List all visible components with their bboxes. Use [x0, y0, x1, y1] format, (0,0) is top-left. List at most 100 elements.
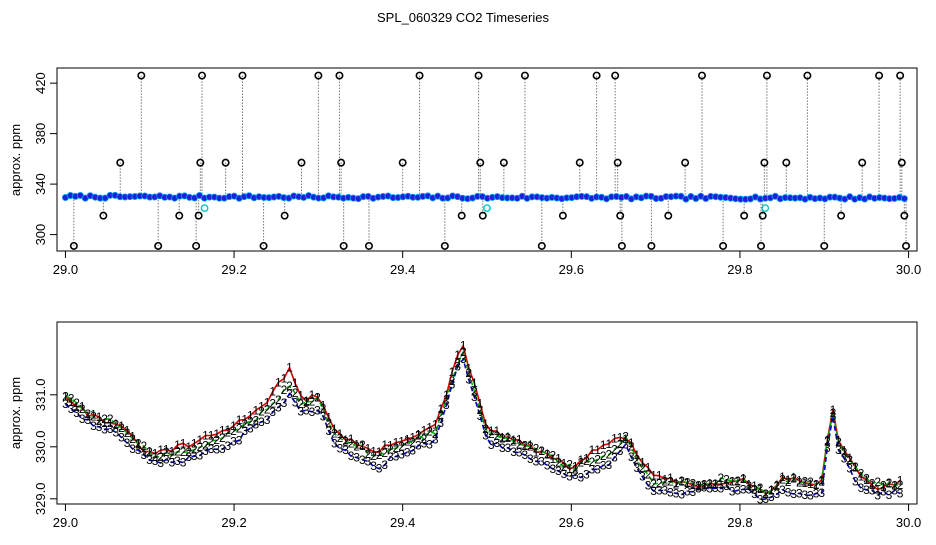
- bottom-series-1-mark: 1: [746, 478, 753, 492]
- bottom-series-2-mark: 2: [852, 460, 859, 474]
- bottom-series-2-mark: 2: [746, 479, 753, 493]
- bottom-series-2-mark: 2: [101, 412, 108, 426]
- bottom-series-2-mark: 2: [611, 442, 618, 456]
- bottom-series-2-mark: 2: [73, 396, 80, 410]
- top-outlier-point: [154, 241, 163, 250]
- bottom-series-2-mark: 2: [337, 431, 344, 445]
- top-panel-frame: [56, 67, 918, 252]
- top-x-tick-label: 29.4: [390, 262, 415, 277]
- bottom-series-3-mark: 3: [645, 478, 652, 492]
- bottom-series-3-mark: 3: [729, 485, 736, 499]
- bottom-series-2-mark: 2: [225, 426, 232, 440]
- bottom-series-1-mark: 1: [370, 445, 377, 459]
- bottom-series-1-mark: 1: [690, 478, 697, 492]
- top-x-tick-label: 30.0: [896, 262, 921, 277]
- bottom-series-1-mark: 1: [471, 376, 478, 390]
- bottom-series-3-mark: 3: [779, 483, 786, 497]
- bottom-series-3-mark: 3: [107, 422, 114, 436]
- bottom-series-1-mark: 1: [785, 473, 792, 487]
- top-outlier-point: [335, 71, 344, 80]
- bottom-series-2-mark: 2: [891, 478, 898, 492]
- bottom-series-3-mark: 3: [533, 454, 540, 468]
- bottom-series-1-mark: 1: [572, 459, 579, 473]
- bottom-series-1-mark: 1: [628, 436, 635, 450]
- bottom-series-3-mark: 3: [101, 423, 108, 437]
- bottom-series-1-mark: 1: [852, 460, 859, 474]
- bottom-series-3-mark: 3: [813, 487, 820, 501]
- bottom-panel-frame: [56, 321, 918, 505]
- bottom-series-2-mark: 2: [465, 366, 472, 380]
- bottom-series-1-mark: 1: [432, 418, 439, 432]
- bottom-series-1-mark: 1: [622, 432, 629, 446]
- bottom-series-2-mark: 2: [622, 430, 629, 444]
- bottom-series-2-mark: 2: [348, 436, 355, 450]
- top-outlier-point: [537, 241, 546, 250]
- bottom-series-1-mark: 1: [314, 390, 321, 404]
- top-outlier-point: [897, 158, 906, 167]
- bottom-series-1-mark: 1: [96, 410, 103, 424]
- bottom-series-2-mark: 2: [370, 449, 377, 463]
- bottom-series-1-mark: 1: [544, 447, 551, 461]
- top-x-tick-label: 29.8: [727, 262, 752, 277]
- bottom-series-3-mark: 3: [482, 428, 489, 442]
- bottom-series-3-mark: 3: [807, 488, 814, 502]
- bottom-series-3-mark: 3: [421, 436, 428, 450]
- bottom-series-3-mark: 3: [667, 485, 674, 499]
- bottom-series-1-mark: 1: [650, 468, 657, 482]
- top-outlier-point: [192, 241, 201, 250]
- bottom-series-3-mark: 3: [219, 442, 226, 456]
- bottom-series-1-mark: 1: [527, 438, 534, 452]
- bottom-series-1-mark: 1: [381, 438, 388, 452]
- bottom-series-2-mark: 2: [477, 403, 484, 417]
- bottom-series-2-mark: 2: [516, 437, 523, 451]
- bottom-series-1-mark: 1: [874, 483, 881, 497]
- top-outlier-point: [820, 241, 829, 250]
- bottom-series-1-mark: 1: [863, 473, 870, 487]
- bottom-series-3-mark: 3: [611, 450, 618, 464]
- bottom-series-2-mark: 2: [359, 438, 366, 452]
- bottom-series-2-mark: 2: [353, 439, 360, 453]
- top-outlier-point: [592, 71, 601, 80]
- bottom-series-1-mark: 1: [342, 433, 349, 447]
- bottom-series-3-mark: 3: [880, 485, 887, 499]
- top-outlier-point: [314, 71, 323, 80]
- bottom-series-3-mark: 3: [589, 463, 596, 477]
- bottom-series-1-mark: 1: [303, 394, 310, 408]
- bottom-series-1-mark: 1: [510, 433, 517, 447]
- bottom-series-3-mark: 3: [477, 409, 484, 423]
- bottom-series-2-mark: 2: [673, 477, 680, 491]
- top-outlier-point: [440, 241, 449, 250]
- bottom-series-1-mark: 1: [269, 385, 276, 399]
- bottom-series-3-mark: 3: [510, 445, 517, 459]
- bottom-series-3-mark: 3: [337, 442, 344, 456]
- bottom-series-2-mark: 2: [600, 449, 607, 463]
- bottom-series-3-mark: 3: [191, 449, 198, 463]
- bottom-series-1-mark: 1: [488, 424, 495, 438]
- top-outlier-point: [900, 211, 909, 220]
- bottom-series-1-mark: 1: [583, 451, 590, 465]
- bottom-series-2-mark: 2: [421, 432, 428, 446]
- bottom-series-3-mark: 3: [146, 453, 153, 467]
- bottom-series-2-mark: 2: [79, 402, 86, 416]
- bottom-series-2-mark: 2: [751, 483, 758, 497]
- bottom-series-2-mark: 2: [141, 439, 148, 453]
- bottom-series-1-mark: 1: [549, 452, 556, 466]
- bottom-series-3-mark: 3: [555, 464, 562, 478]
- bottom-series-3-mark: 3: [790, 487, 797, 501]
- bottom-series-1-mark: 1: [421, 424, 428, 438]
- bottom-series-1-mark: 1: [757, 482, 764, 496]
- top-outlier-point: [902, 241, 911, 250]
- bottom-series-1-mark: 1: [477, 397, 484, 411]
- bottom-series-3-mark: 3: [830, 409, 837, 423]
- bottom-series-1-mark: 1: [846, 451, 853, 465]
- bottom-series-1-mark: 1: [751, 479, 758, 493]
- bottom-series-2-mark: 2: [555, 456, 562, 470]
- top-outlier-point: [337, 158, 346, 167]
- bottom-series-2-mark: 2: [549, 449, 556, 463]
- bottom-series-2-mark: 2: [841, 445, 848, 459]
- bottom-series-1-mark: 1: [247, 409, 254, 423]
- bottom-series-1-mark: 1: [129, 429, 136, 443]
- bottom-series-1-mark: 1: [858, 470, 865, 484]
- bottom-series-2-mark: 2: [488, 427, 495, 441]
- bottom-series-3-mark: 3: [230, 435, 237, 449]
